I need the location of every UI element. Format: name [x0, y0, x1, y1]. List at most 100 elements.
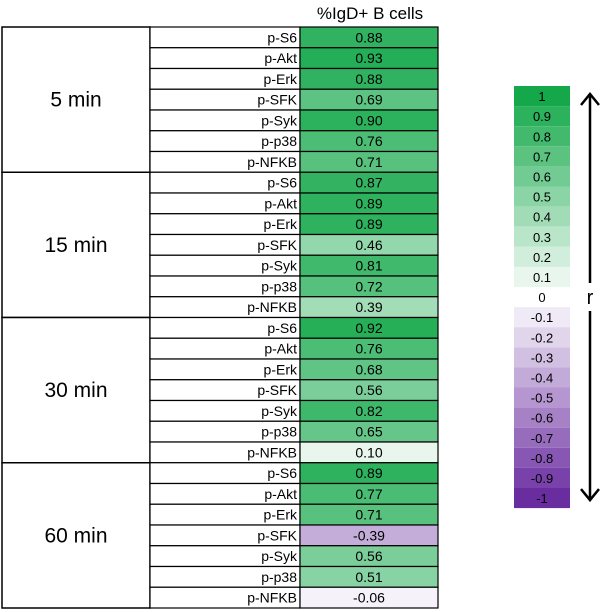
scale-swatch: [514, 146, 570, 167]
scale-swatch: [514, 367, 570, 388]
scale-tick-label: -0.3: [531, 350, 553, 365]
cell-value-label: 0.88: [355, 71, 382, 87]
cell-value-label: 0.82: [355, 403, 382, 419]
group-cell-60-min: [1, 462, 151, 609]
cell-value-label: 0.81: [355, 258, 382, 274]
row-label: p-Akt: [264, 50, 297, 66]
scale-tick-label: 0: [538, 290, 545, 305]
scale-swatch: [514, 166, 570, 187]
group-cell-15-min: [1, 171, 151, 319]
scale-arrow-up-icon: [580, 92, 600, 106]
row-label: p-S6: [267, 465, 297, 481]
heatmap-cell: [299, 586, 439, 609]
row-label: p-NFKB: [247, 590, 297, 606]
row-label: p-NFKB: [247, 444, 297, 460]
row-label: p-SFK: [257, 382, 297, 398]
scale-swatch: [514, 226, 570, 247]
cell-value-label: -0.06: [353, 590, 385, 606]
row-label: p-Akt: [264, 341, 297, 357]
scale-tick-label: 0.9: [533, 109, 551, 124]
scale-tick-label: 0.6: [533, 169, 551, 184]
row-label: p-Syk: [261, 548, 298, 564]
cell-value-label: 0.71: [355, 507, 382, 523]
cell-value-label: 0.10: [355, 444, 382, 460]
scale-arrow-down-icon: [580, 488, 600, 503]
scale-tick-label: -0.8: [531, 451, 553, 466]
scale-swatch: [514, 86, 570, 107]
scale-tick-label: -1: [536, 491, 548, 506]
row-label: p-S6: [267, 175, 297, 191]
row-label: p-Erk: [264, 216, 298, 232]
scale-tick-label: 0.3: [533, 230, 551, 245]
scale-swatch: [514, 467, 570, 488]
row-label: p-Syk: [261, 258, 298, 274]
scale-tick-label: 1: [538, 89, 545, 104]
cell-value-label: 0.89: [355, 195, 382, 211]
cell-value-label: -0.39: [353, 527, 385, 543]
scale-swatch: [514, 307, 570, 328]
row-label: p-Akt: [264, 195, 297, 211]
row-label: p-Erk: [264, 71, 298, 87]
scale-swatch: [514, 427, 570, 448]
scale-tick-label: 0.1: [533, 270, 551, 285]
row-label: p-Syk: [261, 403, 298, 419]
row-label: p-p38: [261, 278, 297, 294]
cell-value-label: 0.39: [355, 299, 382, 315]
scale-swatch: [514, 106, 570, 127]
scale-tick-label: -0.7: [531, 431, 553, 446]
cell-value-label: 0.69: [355, 92, 382, 108]
row-label: p-Syk: [261, 112, 298, 128]
scale-tick-label: -0.5: [531, 391, 553, 406]
scale-swatch: [514, 246, 570, 267]
scale-tick-label: -0.4: [531, 370, 553, 385]
scale-swatch: [514, 287, 570, 308]
row-label: p-p38: [261, 424, 297, 440]
cell-value-label: 0.65: [355, 424, 382, 440]
cell-value-label: 0.87: [355, 175, 382, 191]
group-label: 5 min: [50, 89, 101, 112]
scale-swatch: [514, 407, 570, 428]
row-label: p-SFK: [257, 237, 297, 253]
row-label: p-p38: [261, 133, 297, 149]
cell-value-label: 0.89: [355, 216, 382, 232]
cell-value-label: 0.90: [355, 112, 382, 128]
column-header: %IgD+ B cells: [316, 4, 424, 23]
cell-value-label: 0.77: [355, 486, 382, 502]
scale-swatch: [514, 488, 570, 509]
cell-value-label: 0.51: [355, 569, 382, 585]
row-label: p-Erk: [264, 361, 298, 377]
cell-value-label: 0.88: [355, 29, 382, 45]
scale-swatch: [514, 447, 570, 468]
cell-value-label: 0.56: [355, 382, 382, 398]
scale-swatch: [514, 347, 570, 368]
row-label: p-Akt: [264, 486, 297, 502]
row-label: p-S6: [267, 320, 297, 336]
group-label: 30 min: [44, 379, 107, 402]
scale-tick-label: -0.1: [531, 310, 553, 325]
scale-label: r: [587, 287, 594, 309]
cell-value-label: 0.76: [355, 341, 382, 357]
cell-value-label: 0.71: [355, 154, 382, 170]
row-label: p-S6: [267, 29, 297, 45]
scale-tick-label: -0.6: [531, 411, 553, 426]
scale-swatch: [514, 206, 570, 227]
scale-swatch: [514, 387, 570, 408]
scale-tick-label: -0.2: [531, 330, 553, 345]
scale-swatch: [514, 327, 570, 348]
cell-value-label: 0.93: [355, 50, 382, 66]
scale-tick-label: 0.4: [533, 210, 551, 225]
scale-tick-label: 0.5: [533, 190, 551, 205]
scale-swatch: [514, 266, 570, 287]
row-label: p-SFK: [257, 92, 297, 108]
scale-tick-label: 0.8: [533, 129, 551, 144]
row-label: p-NFKB: [247, 154, 297, 170]
cell-value-label: 0.46: [355, 237, 382, 253]
scale-tick-label: 0.2: [533, 250, 551, 265]
cell-value-label: 0.72: [355, 278, 382, 294]
scale-swatch: [514, 126, 570, 147]
row-label: p-NFKB: [247, 299, 297, 315]
cell-value-label: 0.68: [355, 361, 382, 377]
cell-value-label: 0.92: [355, 320, 382, 336]
